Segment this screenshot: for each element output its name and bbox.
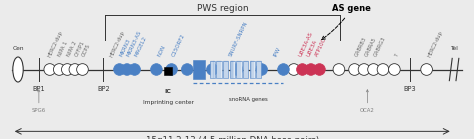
Text: AS gene: AS gene bbox=[322, 4, 371, 39]
Text: BP1: BP1 bbox=[33, 86, 45, 92]
Text: HERC2-dup: HERC2-dup bbox=[427, 29, 443, 58]
Ellipse shape bbox=[333, 64, 345, 75]
Bar bbox=[229, 61, 235, 78]
Ellipse shape bbox=[368, 64, 379, 75]
Text: C15ORF2: C15ORF2 bbox=[172, 33, 187, 58]
Ellipse shape bbox=[44, 64, 55, 75]
Text: SPG6: SPG6 bbox=[32, 90, 46, 113]
Bar bbox=[256, 61, 262, 78]
Ellipse shape bbox=[121, 64, 133, 75]
Ellipse shape bbox=[297, 64, 308, 75]
Ellipse shape bbox=[288, 64, 300, 75]
Ellipse shape bbox=[256, 64, 267, 75]
Text: BP2: BP2 bbox=[97, 86, 109, 92]
Text: GCPS: GCPS bbox=[82, 43, 92, 58]
Text: NDN: NDN bbox=[156, 45, 166, 58]
Ellipse shape bbox=[305, 64, 317, 75]
Ellipse shape bbox=[377, 64, 389, 75]
Text: snoRNA genes: snoRNA genes bbox=[229, 97, 268, 102]
Text: BP3: BP3 bbox=[404, 86, 416, 92]
Text: IPW: IPW bbox=[273, 46, 282, 58]
Ellipse shape bbox=[207, 64, 218, 75]
Text: MKRN3-AS: MKRN3-AS bbox=[126, 30, 142, 58]
Bar bbox=[223, 61, 228, 78]
Text: UBE3A-AS: UBE3A-AS bbox=[298, 31, 314, 58]
Text: UBE3A: UBE3A bbox=[306, 39, 319, 58]
Text: GABRB3: GABRB3 bbox=[355, 36, 368, 58]
Text: Tel: Tel bbox=[450, 46, 458, 51]
Text: NIPA 2: NIPA 2 bbox=[66, 41, 78, 58]
Text: PWS region: PWS region bbox=[197, 4, 248, 13]
Ellipse shape bbox=[421, 64, 432, 75]
Bar bbox=[210, 61, 215, 78]
Ellipse shape bbox=[54, 64, 65, 75]
Ellipse shape bbox=[278, 64, 289, 75]
Text: Cen: Cen bbox=[12, 46, 24, 51]
Bar bbox=[164, 67, 172, 75]
Ellipse shape bbox=[231, 64, 243, 75]
Text: NIPA 1: NIPA 1 bbox=[58, 41, 69, 58]
Ellipse shape bbox=[182, 64, 193, 75]
Text: IC: IC bbox=[165, 89, 172, 94]
Text: 15q11.2-13 (4·5 million DNA base pairs): 15q11.2-13 (4·5 million DNA base pairs) bbox=[146, 136, 319, 139]
Ellipse shape bbox=[389, 64, 400, 75]
Text: ?: ? bbox=[394, 53, 400, 58]
Text: HERC2-dup: HERC2-dup bbox=[47, 29, 64, 58]
Text: HERC2-dup: HERC2-dup bbox=[109, 29, 126, 58]
Text: CYFIP1: CYFIP1 bbox=[74, 40, 86, 58]
Ellipse shape bbox=[77, 64, 88, 75]
Ellipse shape bbox=[358, 64, 370, 75]
Bar bbox=[250, 61, 255, 78]
Text: ATP10C: ATP10C bbox=[315, 37, 328, 58]
Ellipse shape bbox=[129, 64, 140, 75]
Ellipse shape bbox=[166, 64, 177, 75]
Ellipse shape bbox=[349, 64, 360, 75]
Ellipse shape bbox=[314, 64, 325, 75]
Bar bbox=[243, 61, 248, 78]
Text: Imprinting center: Imprinting center bbox=[143, 100, 194, 105]
Text: OCA2: OCA2 bbox=[360, 90, 375, 113]
Text: GABRG3: GABRG3 bbox=[374, 36, 387, 58]
Text: SNURF-SNRPN: SNURF-SNRPN bbox=[228, 21, 248, 58]
Ellipse shape bbox=[62, 64, 73, 75]
Bar bbox=[236, 61, 241, 78]
Ellipse shape bbox=[69, 64, 81, 75]
Text: MAGEL2: MAGEL2 bbox=[134, 36, 147, 58]
Text: GABRA5: GABRA5 bbox=[364, 37, 377, 58]
Bar bbox=[193, 60, 205, 79]
Text: MKRN3: MKRN3 bbox=[118, 38, 131, 58]
Ellipse shape bbox=[13, 57, 23, 82]
Bar bbox=[216, 61, 221, 78]
Ellipse shape bbox=[114, 64, 125, 75]
Ellipse shape bbox=[151, 64, 162, 75]
